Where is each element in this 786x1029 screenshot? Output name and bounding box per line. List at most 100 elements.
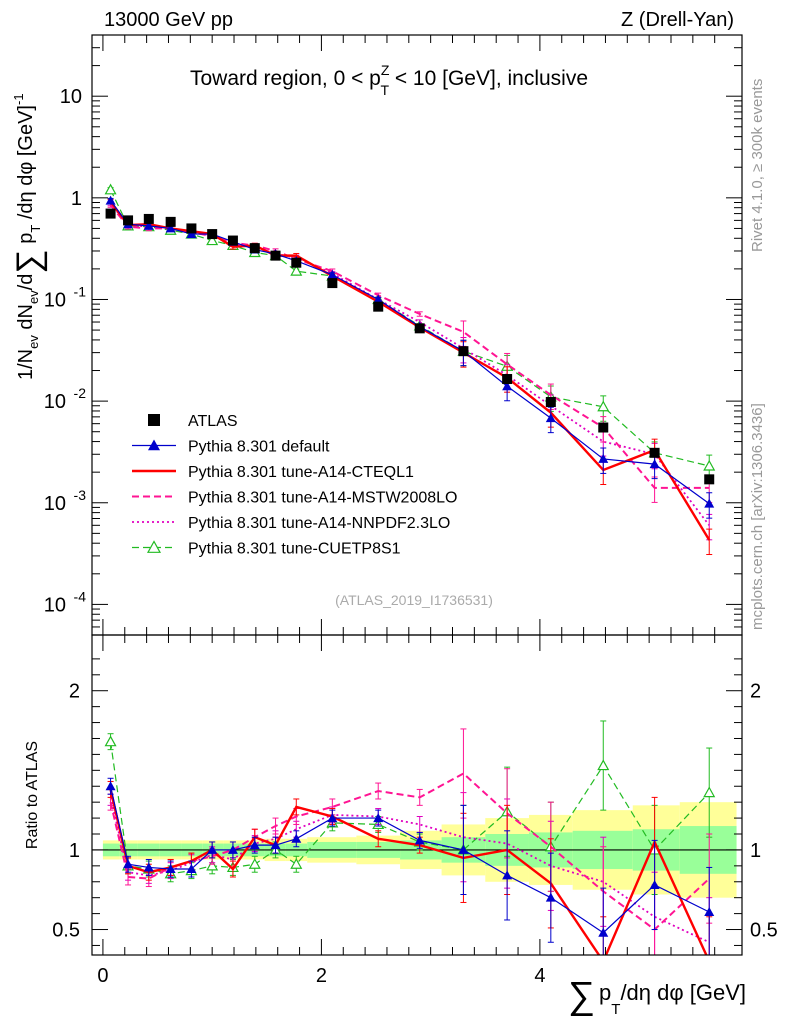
ylabel-d: p: [15, 233, 37, 250]
ratio-point-default: [270, 840, 281, 850]
ratio-point-default: [649, 879, 660, 889]
y-tick-base: 10: [44, 594, 66, 616]
legend-label-cuetp8s1: Pythia 8.301 tune-CUETP8S1: [188, 541, 401, 558]
ratio-point-default: [545, 892, 556, 902]
ratio-tick-label: 0.5: [52, 920, 80, 942]
main-point-default: [649, 459, 660, 469]
ylabel-e-sup: -1: [11, 93, 26, 105]
title-sup: Z: [381, 62, 390, 78]
main-point-default: [105, 195, 116, 205]
ratio-point-default: [458, 844, 469, 854]
ratio-point-default: [165, 864, 176, 874]
main-point-cuetp8s1: [703, 459, 716, 471]
ylabel-d-sub: T: [28, 225, 43, 233]
main-point-atlas: [270, 250, 281, 261]
header-right: Z (Drell-Yan): [621, 9, 734, 31]
axes: 10 1 10 -1 10 -2 10 -3 10 -4 0.5 0.5 1 1 2 2 0 2 4: [44, 34, 778, 987]
legend: ATLAS Pythia 8.301 default Pythia 8.301 tu…: [132, 413, 457, 558]
main-point-cuetp8s1: [206, 234, 219, 246]
xlabel-sigma: ∑: [568, 975, 595, 1017]
main-point-default: [143, 220, 154, 230]
y-tick-label: 10: [44, 594, 66, 616]
ylabel-b-sub: ev: [26, 290, 41, 304]
y-axis-label: 1/Nev dNev/d∑ pT /dη dφ [GeV]-1: [10, 93, 48, 380]
title-sub: T: [380, 82, 389, 98]
ratio-point-cuetp8s1: [703, 786, 716, 798]
legend-label-cteql1: Pythia 8.301 tune-A14-CTEQL1: [188, 464, 414, 481]
main-point-atlas: [227, 235, 238, 246]
ratio-point-default: [227, 844, 238, 854]
x-tick-label: 0: [97, 965, 108, 987]
main-point-default: [327, 269, 338, 279]
main-point-cuetp8s1: [290, 264, 303, 276]
main-point-atlas: [649, 447, 660, 458]
legend-label-nnpdf: Pythia 8.301 tune-A14-NNPDF2.3LO: [188, 515, 450, 532]
main-point-default: [545, 413, 556, 423]
ratio-point-default: [291, 833, 302, 843]
y-tick-base: 10: [44, 289, 66, 311]
ylabel-e: /dη dφ [GeV]: [15, 105, 37, 225]
legend-label-atlas: ATLAS: [188, 413, 238, 430]
ratio-point-cuetp8s1: [104, 735, 117, 747]
y-tick-exp: -1: [74, 283, 87, 299]
main-point-default: [165, 223, 176, 233]
main-point-atlas: [165, 216, 176, 227]
main-point-atlas: [704, 474, 715, 485]
y-tick-label: 1: [71, 188, 82, 210]
ylabel-a: 1/N: [15, 349, 37, 380]
y-tick-exp: -2: [74, 385, 87, 401]
ratio-point-default: [327, 813, 338, 823]
main-point-atlas: [545, 397, 556, 408]
ratio-point-cuetp8s1: [597, 759, 610, 771]
main-point-atlas: [143, 213, 154, 224]
main-point-default: [704, 498, 715, 508]
title-pre: Toward region, 0 < p: [190, 67, 381, 90]
xlabel-p: p: [599, 980, 611, 1005]
ylabel-c: /d: [15, 274, 37, 291]
ratio-tick-label-right: 0.5: [750, 920, 778, 942]
ratio-point-cuetp8s1: [206, 859, 219, 871]
main-point-atlas: [373, 301, 384, 312]
legend-marker-cuetp8s1: [146, 540, 162, 553]
y-tick-base: 10: [44, 391, 66, 413]
y-tick-label: 10: [44, 391, 66, 413]
ratio-tick-label-right: 2: [750, 681, 761, 703]
main-point-atlas: [502, 374, 513, 385]
y-tick-base: 10: [44, 493, 66, 515]
y-tick-exp: -3: [74, 487, 87, 503]
header-left: 13000 GeV pp: [104, 9, 233, 31]
ylabel-b: dN: [15, 304, 37, 335]
main-point-atlas: [249, 243, 260, 254]
main-point-default: [598, 453, 609, 463]
y-tick-label: 10: [44, 289, 66, 311]
main-point-cuetp8s1: [104, 183, 117, 195]
y-tick-exp: -4: [74, 588, 87, 604]
main-line-default: [110, 200, 710, 505]
ratio-tick-label: 1: [69, 840, 80, 862]
ratio-point-default: [105, 781, 116, 791]
rivet-label: Rivet 4.1.0, ≥ 300k events: [749, 79, 766, 252]
ratio-frame: [91, 634, 743, 956]
mcplots-label: mcplots.cern.ch [arXiv:1306.3436]: [749, 403, 766, 630]
reference-label: (ATLAS_2019_I1736531): [335, 592, 493, 608]
ratio-point-default: [414, 835, 425, 845]
main-point-atlas: [598, 422, 609, 433]
xlabel-sub: T: [611, 1001, 620, 1018]
ratio-point-default: [143, 862, 154, 872]
x-axis-label: ∑ pT/dη dφ [GeV]: [568, 975, 746, 1018]
ratio-point-default: [373, 813, 384, 823]
legend-label-mstw: Pythia 8.301 tune-A14-MSTW2008LO: [188, 490, 457, 507]
ratio-tick-label-right: 1: [750, 840, 761, 862]
main-point-default: [373, 294, 384, 304]
main-point-atlas: [207, 229, 218, 240]
y-tick-label: 10: [60, 86, 82, 108]
ratio-point-default: [123, 859, 134, 869]
ratio-point-default: [598, 927, 609, 937]
ratio-point-default: [249, 840, 260, 850]
ratio-point-default: [502, 870, 513, 880]
legend-marker-atlas: [148, 414, 160, 426]
ratio-point-default: [186, 864, 197, 874]
ratio-point-cuetp8s1: [290, 858, 303, 869]
